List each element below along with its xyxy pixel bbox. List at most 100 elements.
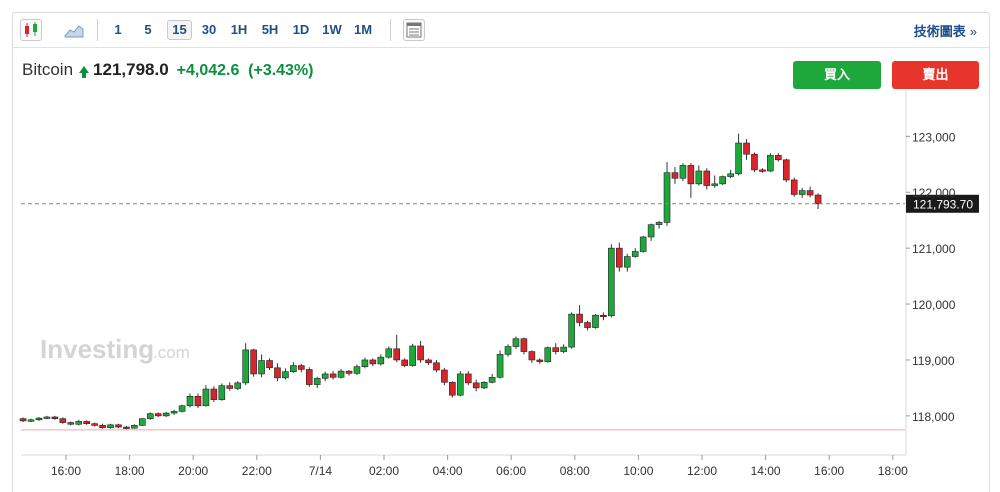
candle[interactable]: [274, 363, 281, 382]
interval-1w[interactable]: 1W: [322, 22, 342, 37]
candle[interactable]: [767, 153, 774, 173]
candle[interactable]: [449, 381, 456, 398]
technical-chart-link[interactable]: 技術圖表»: [913, 24, 977, 39]
candle[interactable]: [67, 421, 75, 426]
candle[interactable]: [496, 350, 504, 379]
candle[interactable]: [552, 343, 560, 355]
candle[interactable]: [536, 358, 544, 364]
candle[interactable]: [544, 346, 552, 363]
interval-5h[interactable]: 5H: [261, 22, 279, 37]
candle[interactable]: [592, 314, 599, 329]
candle[interactable]: [154, 412, 162, 417]
candle[interactable]: [814, 193, 822, 210]
candle[interactable]: [568, 312, 575, 349]
table-icon[interactable]: [403, 19, 425, 41]
candle[interactable]: [480, 381, 488, 390]
interval-1h[interactable]: 1H: [230, 22, 248, 37]
candle[interactable]: [210, 386, 218, 402]
candle[interactable]: [385, 346, 393, 359]
candle[interactable]: [457, 371, 464, 397]
candle[interactable]: [600, 312, 607, 321]
candle[interactable]: [218, 383, 226, 401]
interval-1m[interactable]: 1M: [353, 22, 373, 37]
candle[interactable]: [353, 364, 361, 376]
candle[interactable]: [337, 368, 345, 379]
candle[interactable]: [425, 358, 432, 365]
buy-button[interactable]: 買入: [793, 61, 881, 89]
candle[interactable]: [441, 367, 448, 386]
candle[interactable]: [433, 359, 440, 373]
candle[interactable]: [417, 340, 424, 363]
candle[interactable]: [727, 169, 734, 179]
candle[interactable]: [647, 223, 655, 241]
interval-30[interactable]: 30: [201, 22, 217, 37]
candle[interactable]: [313, 376, 321, 388]
candle[interactable]: [703, 168, 711, 190]
candle[interactable]: [35, 416, 43, 421]
candle[interactable]: [639, 235, 647, 253]
candle[interactable]: [751, 152, 758, 173]
candle[interactable]: [250, 348, 257, 377]
candle[interactable]: [719, 175, 726, 185]
candle[interactable]: [655, 220, 663, 229]
candle[interactable]: [329, 371, 337, 380]
interval-1[interactable]: 1: [114, 22, 122, 37]
candle[interactable]: [608, 244, 615, 318]
candle[interactable]: [735, 133, 742, 176]
candle[interactable]: [43, 415, 51, 420]
candle[interactable]: [488, 373, 496, 384]
candle[interactable]: [194, 393, 202, 409]
candle[interactable]: [266, 358, 273, 371]
candle[interactable]: [186, 393, 194, 408]
candle[interactable]: [782, 158, 790, 183]
candle[interactable]: [631, 248, 639, 258]
candle[interactable]: [528, 350, 536, 363]
candle[interactable]: [798, 187, 806, 198]
candle[interactable]: [377, 354, 385, 366]
candle[interactable]: [520, 337, 528, 355]
candle[interactable]: [472, 379, 480, 392]
candle[interactable]: [663, 162, 671, 226]
candle[interactable]: [107, 423, 114, 429]
candle[interactable]: [504, 344, 512, 357]
candle[interactable]: [290, 362, 297, 373]
candle[interactable]: [711, 175, 719, 188]
candle[interactable]: [576, 305, 583, 327]
candle[interactable]: [464, 371, 472, 386]
candle[interactable]: [345, 370, 353, 376]
candle[interactable]: [401, 358, 408, 368]
candle[interactable]: [806, 186, 814, 198]
candle[interactable]: [19, 417, 27, 423]
sell-button[interactable]: 賣出: [892, 61, 979, 89]
interval-5[interactable]: 5: [144, 22, 152, 37]
candle[interactable]: [139, 418, 146, 426]
candle[interactable]: [226, 382, 234, 391]
candle[interactable]: [512, 336, 520, 349]
candle[interactable]: [305, 367, 313, 387]
candle[interactable]: [393, 334, 401, 363]
candle[interactable]: [75, 419, 83, 426]
candle[interactable]: [361, 357, 369, 369]
candle[interactable]: [671, 167, 679, 184]
candle[interactable]: [258, 354, 265, 378]
candle[interactable]: [170, 409, 178, 415]
candle[interactable]: [99, 423, 106, 429]
candle[interactable]: [775, 153, 782, 162]
candle[interactable]: [616, 242, 623, 272]
candle[interactable]: [202, 385, 210, 407]
candle[interactable]: [91, 422, 98, 427]
candle[interactable]: [687, 163, 695, 198]
candle[interactable]: [162, 411, 170, 417]
candle[interactable]: [695, 165, 703, 186]
candle[interactable]: [115, 423, 122, 429]
candle[interactable]: [242, 343, 249, 386]
candle[interactable]: [178, 404, 186, 413]
candle[interactable]: [282, 368, 289, 380]
candle[interactable]: [321, 371, 329, 382]
candle[interactable]: [679, 163, 687, 182]
candle[interactable]: [146, 412, 154, 420]
candle[interactable]: [59, 417, 67, 424]
interval-15[interactable]: 15: [167, 20, 192, 40]
candle[interactable]: [298, 363, 305, 373]
interval-1d[interactable]: 1D: [292, 22, 310, 37]
